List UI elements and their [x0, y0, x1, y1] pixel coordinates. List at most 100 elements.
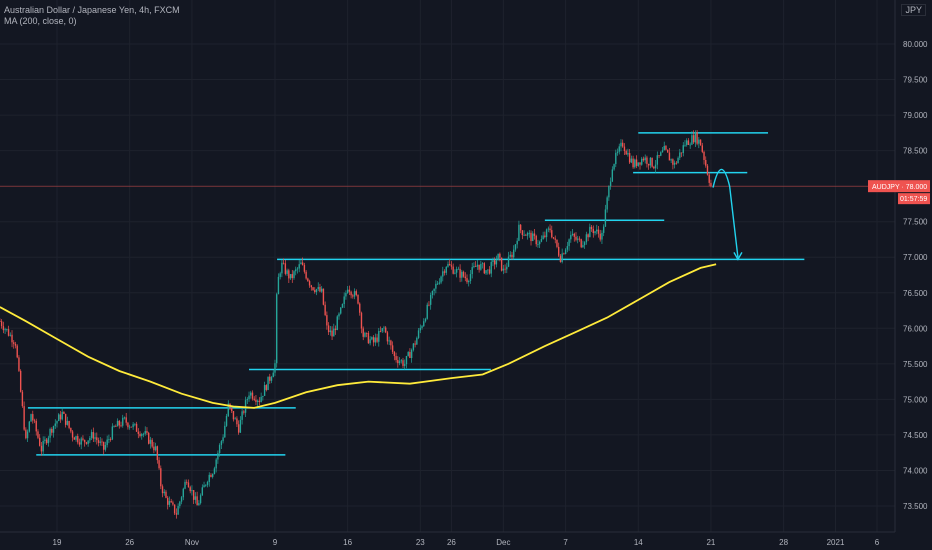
candle-body — [253, 398, 255, 400]
candle-body — [566, 246, 569, 250]
candle-body — [416, 337, 418, 345]
candle-body — [248, 395, 250, 400]
candle-body — [708, 174, 710, 183]
y-tick-label: 76.000 — [903, 324, 928, 333]
candle-body — [7, 329, 10, 336]
price-tag-label: AUDJPY · 78.000 — [872, 184, 927, 191]
candle-body — [680, 152, 683, 154]
candle-body — [516, 240, 518, 245]
horizontal-levels — [27, 132, 805, 456]
candle-body — [310, 285, 313, 288]
candle-body — [469, 274, 472, 281]
x-tick-label: 2021 — [827, 538, 845, 547]
candle-body — [488, 269, 491, 274]
candle-body — [404, 364, 406, 366]
candle-body — [258, 400, 261, 402]
candle-body — [329, 330, 332, 333]
candle-body — [77, 436, 79, 443]
candle-body — [39, 437, 41, 446]
candle-body — [210, 474, 212, 477]
candle-body — [357, 294, 359, 304]
candle-body — [623, 146, 626, 151]
x-tick-label: 26 — [125, 538, 134, 547]
candle-body — [564, 249, 567, 255]
candle-body — [255, 399, 257, 402]
candle-body — [355, 291, 357, 295]
candle-body — [618, 146, 620, 152]
candle-body — [440, 276, 442, 283]
candle-body — [123, 417, 126, 419]
candle-body — [615, 152, 617, 165]
candle-body — [561, 253, 563, 263]
candle-body — [286, 270, 288, 274]
candle-body — [194, 496, 197, 500]
candle-body — [236, 418, 238, 425]
candle-body — [137, 431, 140, 434]
y-tick-label: 78.500 — [903, 147, 928, 156]
candle-body — [611, 169, 614, 182]
candle-body — [507, 256, 510, 267]
candle-body — [274, 363, 276, 373]
candle-body — [365, 332, 368, 334]
x-tick-label: 9 — [273, 538, 278, 547]
candle-body — [622, 142, 624, 147]
candle-body — [677, 157, 679, 164]
candle-body — [533, 233, 536, 236]
candle-body — [426, 304, 428, 319]
candle-body — [466, 278, 468, 283]
x-tick-label: 26 — [447, 538, 456, 547]
x-tick-label: 6 — [875, 538, 880, 547]
candle-body — [196, 496, 198, 506]
candle-body — [203, 485, 205, 488]
y-tick-label: 75.500 — [903, 360, 928, 369]
candle-body — [58, 414, 60, 422]
candle-body — [305, 271, 307, 279]
countdown-box — [898, 193, 930, 205]
candle-body — [634, 159, 636, 168]
candle-body — [528, 232, 530, 234]
candle-body — [331, 330, 333, 337]
candle-body — [376, 337, 378, 342]
candle-body — [199, 495, 202, 504]
candle-body — [130, 426, 133, 428]
candle-body — [336, 316, 338, 330]
candle-body — [554, 238, 556, 240]
candle-body — [227, 403, 229, 417]
candle-body — [25, 429, 27, 439]
candle-body — [217, 453, 219, 460]
candle-body — [322, 288, 325, 305]
candle-body — [592, 229, 594, 234]
candle-body — [75, 436, 77, 440]
candle-body — [597, 229, 600, 234]
candle-body — [317, 287, 319, 290]
candle-body — [701, 145, 703, 152]
candle-body — [134, 423, 136, 425]
candle-body — [589, 226, 591, 238]
candle-body — [525, 234, 527, 236]
candle-body — [244, 400, 247, 413]
candle-body — [175, 513, 178, 515]
candle-body — [64, 413, 67, 425]
candle-body — [573, 233, 575, 237]
candle-body — [435, 283, 437, 289]
candle-body — [511, 254, 513, 258]
candle-body — [526, 232, 529, 236]
candle-body — [654, 164, 657, 169]
candle-body — [90, 432, 93, 438]
candle-body — [298, 264, 300, 269]
candle-body — [625, 150, 627, 155]
candle-body — [627, 153, 629, 155]
candle-body — [343, 296, 345, 305]
candle-body — [642, 158, 645, 161]
candle-body — [578, 238, 581, 240]
candle-body — [641, 158, 643, 165]
candle-body — [115, 426, 117, 427]
candle-body — [532, 233, 534, 242]
candle-body — [191, 490, 193, 492]
candle-body — [563, 253, 565, 255]
candle-body — [367, 333, 370, 344]
candle-body — [172, 502, 174, 505]
symbol-badge[interactable]: JPY — [901, 4, 926, 16]
candle-body — [552, 237, 555, 239]
